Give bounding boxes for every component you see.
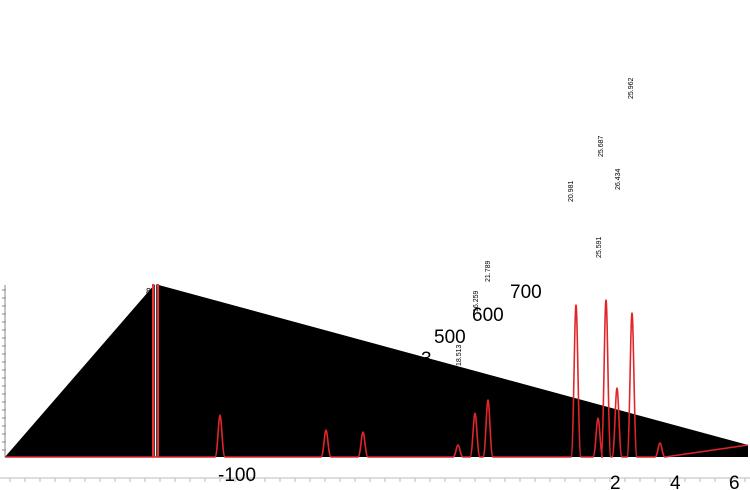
peak-label: 18.513 (456, 344, 463, 366)
peak-label: 25.687 (598, 135, 605, 157)
axis-label: 500 (434, 327, 466, 348)
peak-label: 25.962 (628, 77, 635, 99)
peak-label: 25.591 (596, 236, 603, 258)
axis-label: 600 (472, 305, 504, 326)
axis-label: 4 (670, 473, 681, 490)
labels: -100 500 600 700 3 8 2 4 6 25.962 25.687 26.434 20.9… (146, 77, 740, 490)
peak-label: 21.789 (485, 260, 492, 282)
ticks (2, 289, 746, 482)
axis-label: 8 (146, 286, 151, 296)
axis-label: 3 (421, 349, 432, 370)
peak-label: 20.981 (568, 180, 575, 202)
axis-label: 6 (729, 473, 740, 490)
axis-label: 2 (610, 473, 621, 490)
trace (5, 299, 749, 458)
axis-label: -100 (218, 465, 256, 486)
filled-area (5, 284, 748, 457)
axis-label: 700 (510, 282, 542, 303)
peak-label: 26.434 (615, 168, 622, 190)
peak-label: 16.259 (473, 290, 480, 312)
